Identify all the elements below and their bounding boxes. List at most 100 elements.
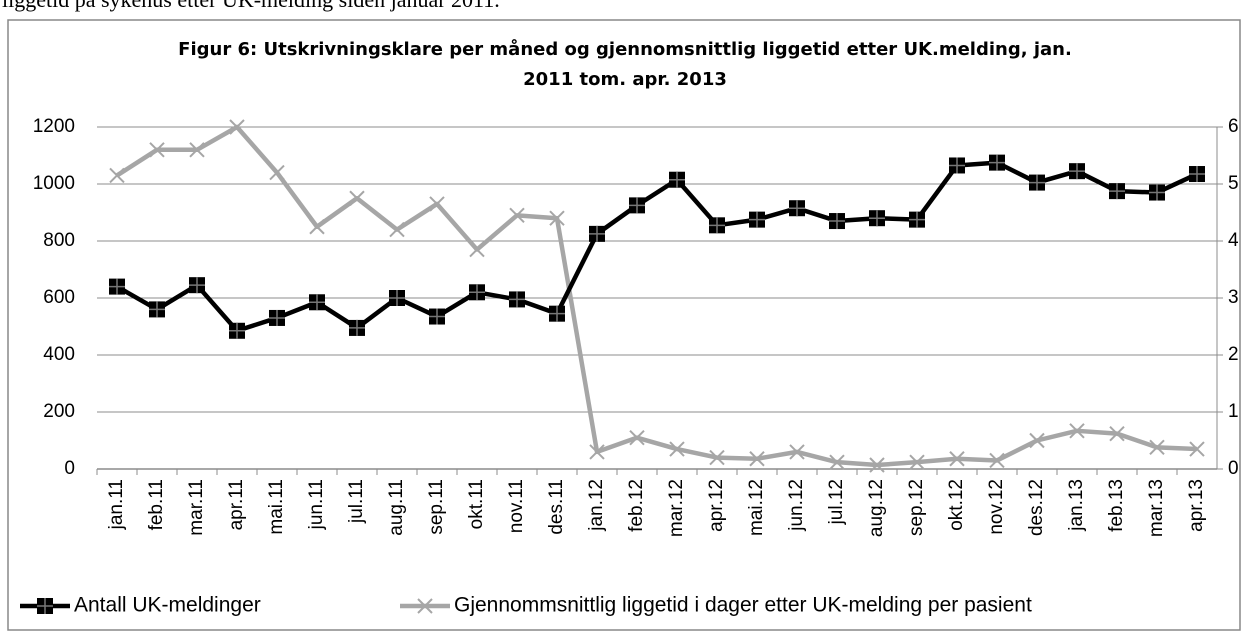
point-marker [709,217,725,234]
point-marker [829,213,845,230]
y2-tick-label: 6 [1228,116,1239,137]
point-marker [589,444,605,460]
point-marker [349,319,365,336]
point-marker [109,278,125,295]
x-tick-label: mar.13 [1146,479,1167,537]
point-marker [669,171,685,188]
point-marker [509,207,525,224]
x-tick-label: aug.11 [386,479,407,536]
point-marker [189,142,205,158]
point-marker [269,309,285,326]
point-marker [989,154,1005,171]
point-marker [1189,166,1205,183]
point-marker [229,119,245,135]
point-marker [349,190,365,206]
document-text: liggetid på sykehus etter UK-melding sid… [2,0,500,12]
point-marker [1109,183,1125,200]
point-marker [749,211,765,228]
x-tick-label: jun.12 [786,479,807,532]
legend-label: Gjennommsnittlig liggetid i dager etter … [454,594,1032,617]
point-marker [309,294,325,311]
x-tick-label: aug.12 [866,479,887,537]
x-tick-label: des.12 [1026,479,1047,536]
point-marker [1149,184,1165,201]
point-marker [1029,174,1045,191]
x-tick-label: jun.11 [306,479,327,530]
y2-tick-label: 4 [1228,230,1239,251]
point-marker [1029,432,1045,449]
point-marker [829,454,845,470]
x-tick-label: feb.13 [1106,479,1127,532]
x-tick-label: feb.11 [146,479,167,530]
point-marker [909,211,925,228]
x-tick-label: jul.11 [346,479,367,524]
point-marker [669,441,685,457]
point-marker [389,290,405,306]
point-marker [149,301,165,318]
point-marker [269,164,285,181]
y-tick-label: 400 [43,344,75,365]
y-tick-label: 600 [43,287,75,308]
x-tick-label: okt.12 [946,479,967,531]
point-marker [869,210,885,227]
x-tick-label: nov.11 [506,479,527,533]
point-marker [949,157,965,174]
chart-title: 2011 tom. apr. 2013 [523,69,727,90]
point-marker [469,284,485,301]
point-marker [629,429,645,446]
point-marker [869,457,885,473]
x-tick-label: feb.12 [626,479,647,532]
x-tick-label: jul.12 [826,479,847,525]
point-marker [789,200,805,217]
point-marker [1149,439,1165,456]
point-marker [509,291,525,308]
y-tick-label: 1000 [33,173,75,194]
point-marker [629,197,645,214]
y-tick-label: 200 [43,401,75,422]
x-tick-label: apr.13 [1186,479,1207,532]
point-marker [709,449,725,466]
point-marker [149,142,165,158]
point-marker [1069,423,1085,439]
point-marker [789,444,805,460]
x-tick-label: apr.11 [226,479,247,530]
point-marker [309,219,325,235]
point-marker [989,452,1005,469]
point-marker [469,241,485,258]
chart-frame [7,19,1241,631]
point-marker [1109,425,1125,442]
y-tick-label: 1200 [33,116,75,137]
point-marker [589,225,605,242]
y2-tick-label: 2 [1228,344,1239,365]
point-marker [949,451,965,467]
x-tick-label: mai.11 [266,479,287,535]
series-line [115,160,1198,334]
point-marker [1069,163,1085,180]
legend-label: Antall UK-meldinger [74,594,261,617]
series-line [115,124,1198,468]
x-tick-label: sep.12 [906,479,927,536]
point-marker [749,451,765,467]
point-marker [909,454,925,470]
point-marker [189,277,205,294]
y-tick-label: 800 [43,230,75,251]
point-marker [429,196,445,212]
point-marker [37,598,53,614]
chart-title: Figur 6: Utskrivningsklare per måned og … [178,38,1072,60]
x-tick-label: mai.12 [746,479,767,536]
point-marker [109,167,125,184]
x-tick-label: jan.12 [586,479,607,532]
point-marker [389,221,405,238]
x-tick-label: mar.12 [666,479,687,537]
point-marker [417,598,433,614]
y2-tick-label: 1 [1228,401,1239,422]
x-tick-label: jan.13 [1066,479,1087,532]
y-tick-label: 0 [64,458,75,479]
y2-tick-label: 0 [1228,458,1239,479]
y2-tick-label: 3 [1228,287,1239,308]
point-marker [1189,441,1205,457]
x-tick-label: sep.11 [426,479,447,535]
x-tick-label: jan.11 [106,479,127,530]
x-tick-label: mar.11 [186,479,207,536]
